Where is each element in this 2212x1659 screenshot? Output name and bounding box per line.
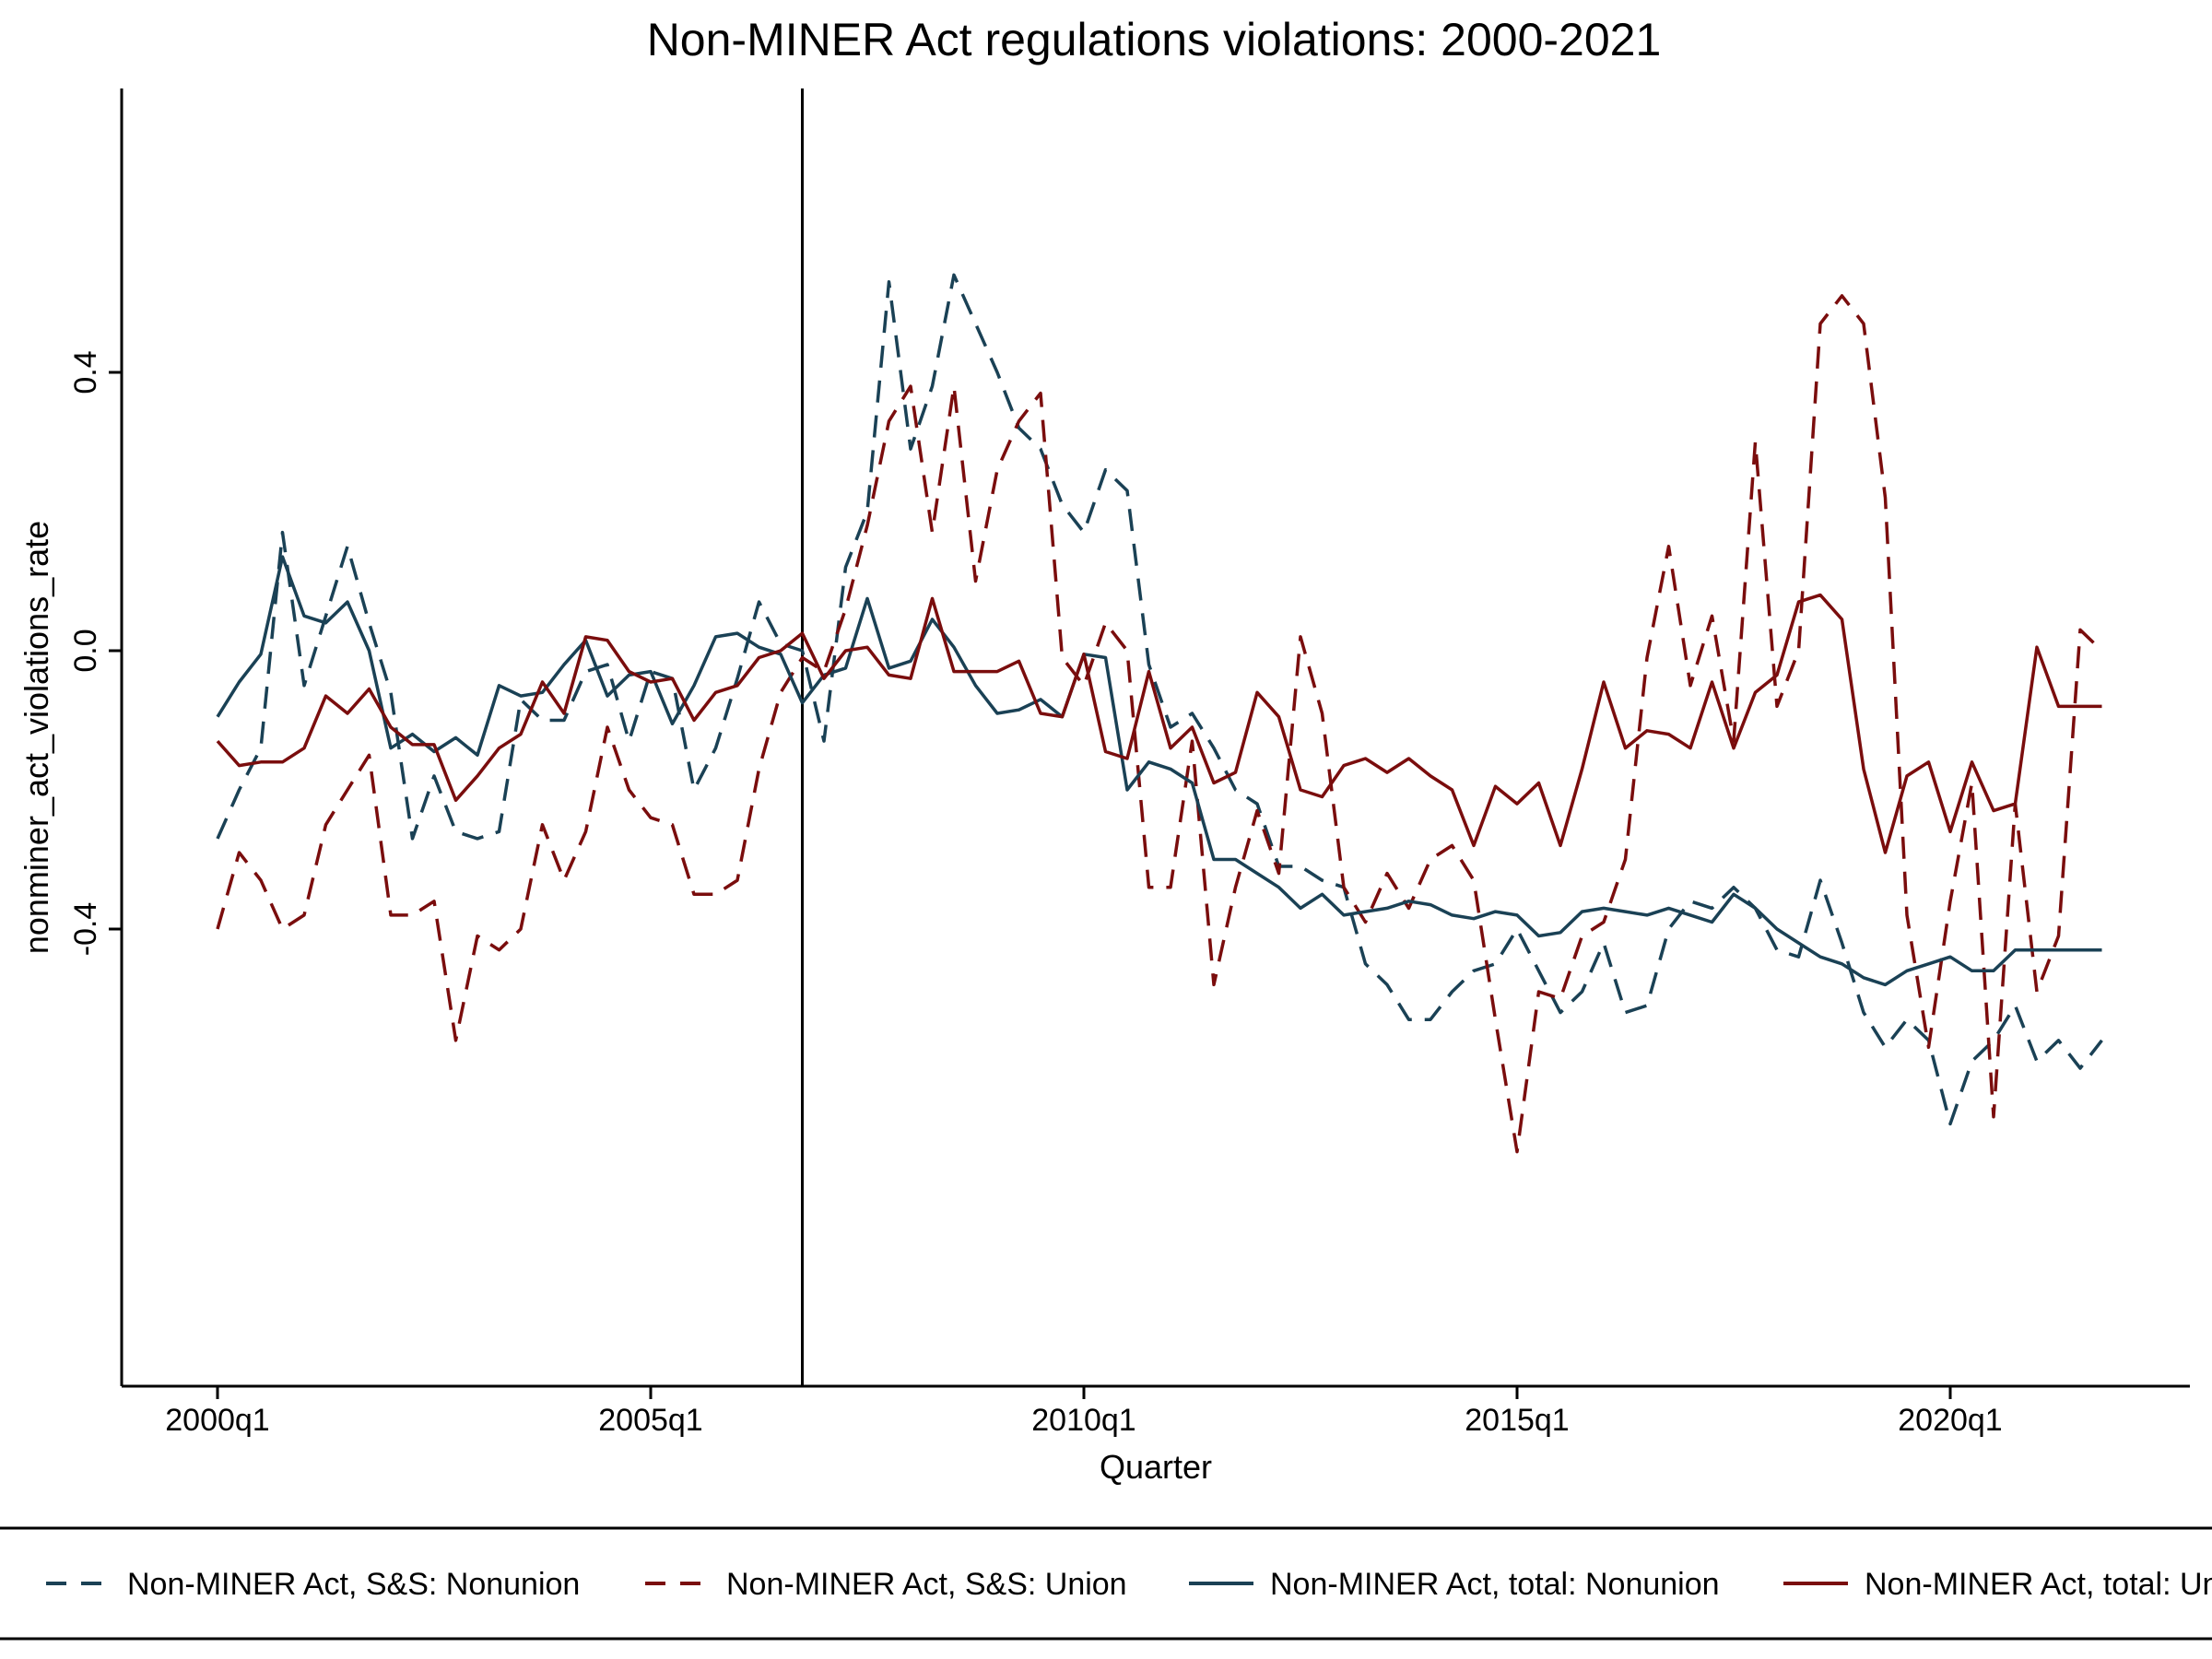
series-line-1	[216, 273, 2103, 1126]
series-line-2	[216, 294, 2103, 1154]
y-tick-label: 0.0	[68, 629, 103, 672]
x-axis-ticks: 2000q1 2005q1 2010q1 2015q1 2020q1	[165, 1386, 2003, 1438]
y-axis-ticks: -0.4 0.0 0.4	[68, 350, 122, 956]
legend-label-1: Non-MINER Act, S&S: Nonunion	[127, 1567, 580, 1602]
x-tick-label: 2005q1	[598, 1403, 702, 1438]
series-line-3	[216, 555, 2102, 987]
y-tick-label: 0.4	[68, 350, 103, 394]
x-tick-label: 2010q1	[1031, 1403, 1135, 1438]
series-line-4	[216, 593, 2102, 854]
legend-label-3: Non-MINER Act, total: Nonunion	[1270, 1567, 1720, 1602]
legend-label-4: Non-MINER Act, total: Union	[1865, 1567, 2212, 1602]
legend-label-2: Non-MINER Act, S&S: Union	[726, 1567, 1127, 1602]
y-tick-label: -0.4	[68, 902, 103, 957]
chart-title: Non-MINER Act regulations violations: 20…	[647, 14, 1662, 65]
x-tick-label: 2015q1	[1465, 1403, 1569, 1438]
x-axis-title: Quarter	[1100, 1448, 1212, 1486]
legend: Non-MINER Act, S&S: Nonunion Non-MINER Ac…	[46, 1567, 2212, 1602]
plot-area	[216, 88, 2103, 1386]
y-axis-title: nonminer_act_violations_rate	[18, 521, 55, 954]
x-tick-label: 2020q1	[1898, 1403, 2002, 1438]
x-tick-label: 2000q1	[165, 1403, 269, 1438]
